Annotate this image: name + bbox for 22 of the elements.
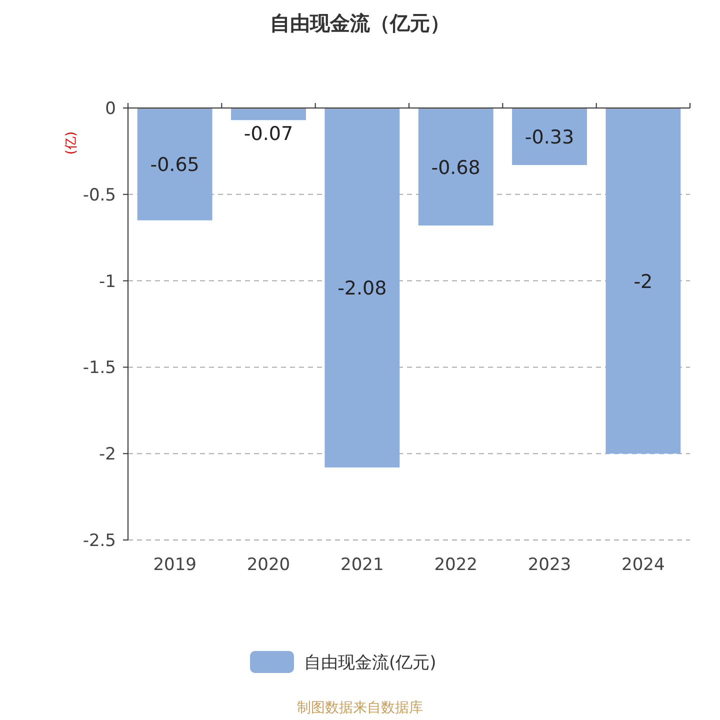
x-tick-label: 2024 — [622, 555, 665, 575]
y-axis-title: (亿) — [64, 131, 79, 155]
y-tick-label: 0 — [105, 99, 116, 119]
data-label: -0.68 — [431, 156, 480, 179]
data-label: -2 — [634, 270, 653, 293]
data-label: -2.08 — [338, 278, 387, 300]
x-tick-label: 2020 — [246, 555, 290, 575]
y-tick-label: -2.5 — [82, 531, 116, 551]
data-label: -0.07 — [244, 123, 294, 146]
data-label: -0.33 — [524, 126, 574, 149]
legend-label: 自由现金流(亿元) — [304, 653, 436, 673]
x-tick-label: 2022 — [434, 555, 478, 575]
data-label: -0.65 — [150, 154, 200, 176]
chart-title: 自由现金流（亿元） — [270, 11, 450, 35]
text: 制图数据来自数据库 — [297, 700, 423, 716]
y-tick-label: -1 — [99, 272, 116, 292]
y-tick-label: -0.5 — [82, 185, 116, 206]
y-tick-label: -1.5 — [82, 358, 116, 378]
x-tick-label: 2021 — [340, 555, 384, 575]
x-tick-label: 2019 — [153, 555, 196, 575]
x-tick-label: 2023 — [528, 555, 572, 575]
y-tick-label: -2 — [99, 444, 116, 465]
